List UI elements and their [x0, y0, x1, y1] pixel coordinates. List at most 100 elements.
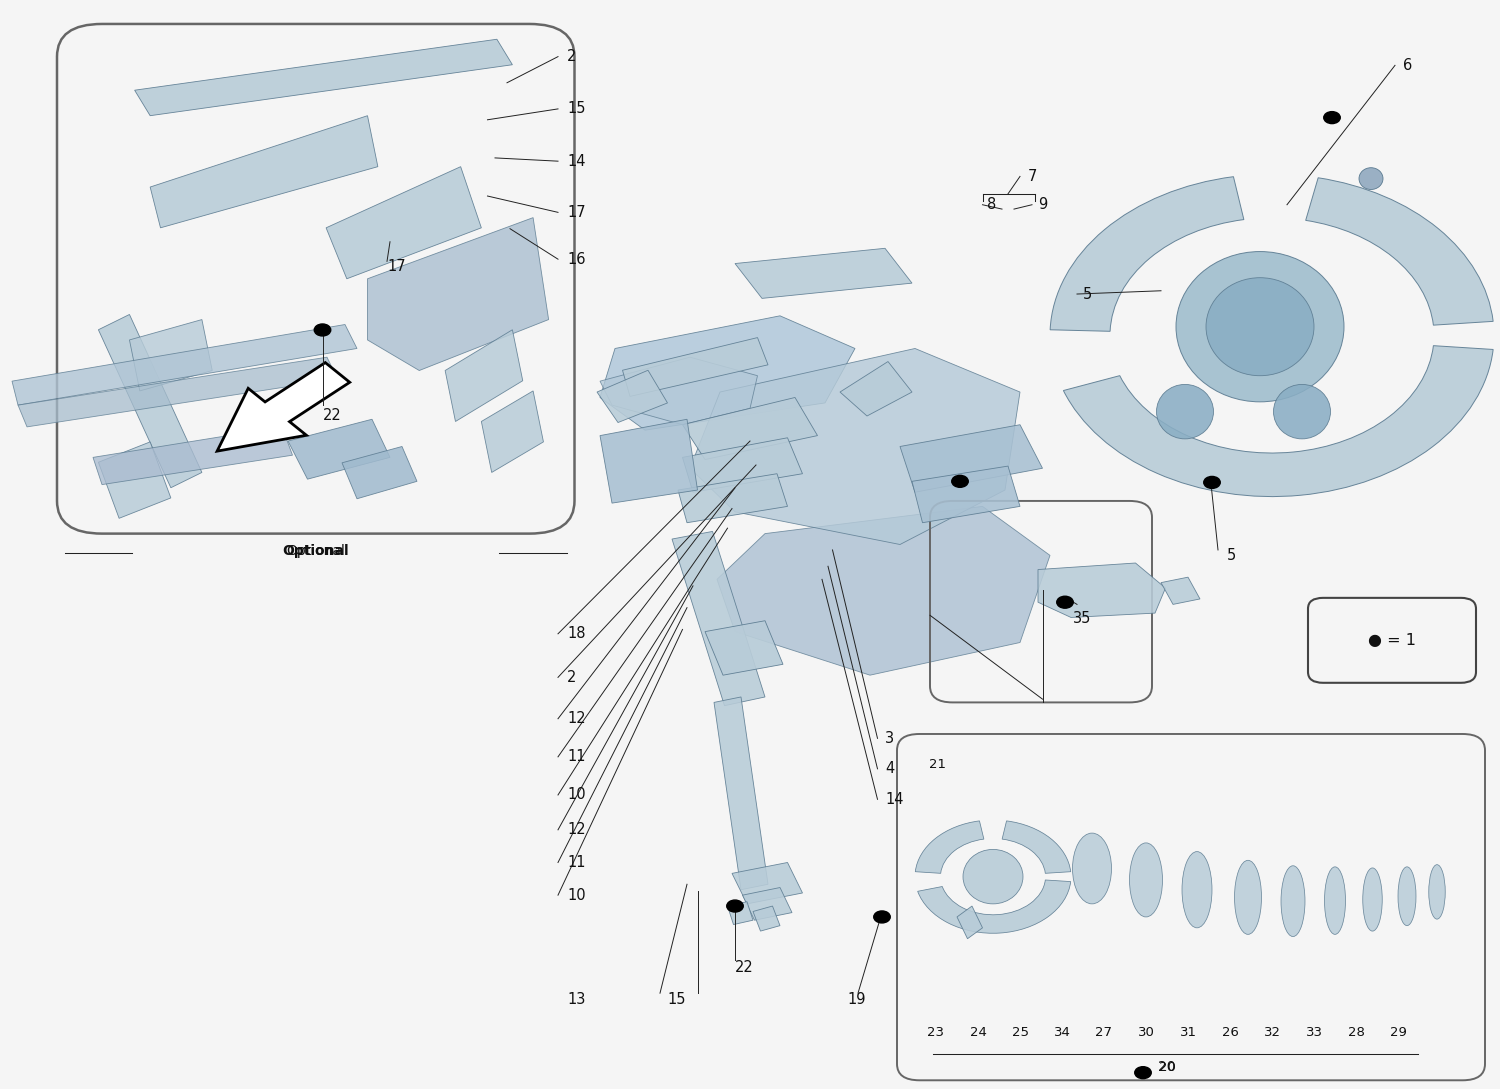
- Polygon shape: [705, 621, 783, 675]
- Text: ● = 1: ● = 1: [1368, 633, 1416, 648]
- Polygon shape: [597, 370, 668, 423]
- Text: 20: 20: [1158, 1061, 1176, 1074]
- Text: 12: 12: [567, 822, 585, 837]
- Polygon shape: [288, 419, 390, 479]
- Wedge shape: [1305, 178, 1492, 326]
- Polygon shape: [742, 888, 792, 920]
- Polygon shape: [600, 357, 758, 425]
- Ellipse shape: [1362, 868, 1383, 931]
- Circle shape: [315, 325, 330, 337]
- Text: 24: 24: [969, 1026, 987, 1039]
- Text: 11: 11: [567, 855, 585, 870]
- Polygon shape: [728, 902, 753, 925]
- Text: 33: 33: [1305, 1026, 1323, 1039]
- Polygon shape: [217, 363, 350, 451]
- Text: 12: 12: [567, 711, 585, 726]
- Polygon shape: [957, 906, 982, 939]
- Text: 27: 27: [1095, 1026, 1113, 1039]
- Polygon shape: [600, 419, 698, 503]
- Circle shape: [1056, 597, 1074, 608]
- Wedge shape: [918, 880, 1071, 933]
- Circle shape: [726, 900, 744, 913]
- Text: 10: 10: [567, 888, 585, 903]
- Polygon shape: [342, 446, 417, 499]
- Text: 22: 22: [735, 959, 753, 975]
- Polygon shape: [600, 316, 855, 430]
- Circle shape: [951, 475, 969, 488]
- Polygon shape: [622, 338, 768, 396]
- Text: 13: 13: [567, 992, 585, 1007]
- Polygon shape: [93, 427, 292, 485]
- Text: 5: 5: [1227, 548, 1236, 563]
- Ellipse shape: [1428, 865, 1446, 919]
- Text: 3: 3: [885, 731, 894, 746]
- Circle shape: [1323, 111, 1341, 124]
- Ellipse shape: [1324, 867, 1346, 934]
- Wedge shape: [1002, 821, 1071, 873]
- Ellipse shape: [1359, 168, 1383, 189]
- Text: Optional: Optional: [286, 544, 345, 559]
- Polygon shape: [446, 330, 522, 421]
- Ellipse shape: [1156, 384, 1214, 439]
- Ellipse shape: [1182, 852, 1212, 928]
- Polygon shape: [678, 474, 788, 523]
- Text: 7: 7: [1028, 169, 1036, 184]
- Ellipse shape: [1281, 866, 1305, 937]
- Text: 26: 26: [1221, 1026, 1239, 1039]
- Text: 19: 19: [847, 992, 865, 1007]
- Text: 8: 8: [987, 197, 996, 212]
- Text: 6: 6: [1402, 58, 1411, 73]
- Text: 30: 30: [1137, 1026, 1155, 1039]
- Text: 17: 17: [387, 259, 405, 274]
- Ellipse shape: [963, 849, 1023, 904]
- Text: 14: 14: [567, 154, 585, 169]
- Text: 29: 29: [1389, 1026, 1407, 1039]
- Wedge shape: [1064, 345, 1492, 497]
- Text: 23: 23: [927, 1026, 945, 1039]
- Text: 2: 2: [567, 49, 576, 64]
- Text: 22: 22: [322, 408, 340, 424]
- Text: Optional: Optional: [282, 544, 350, 559]
- Text: 5: 5: [1083, 286, 1092, 302]
- Text: 18: 18: [567, 626, 585, 641]
- Polygon shape: [912, 466, 1020, 523]
- Text: 16: 16: [567, 252, 585, 267]
- Wedge shape: [1050, 176, 1244, 331]
- Polygon shape: [135, 39, 513, 115]
- Polygon shape: [1038, 563, 1166, 617]
- Polygon shape: [672, 531, 765, 706]
- Polygon shape: [753, 906, 780, 931]
- Circle shape: [1203, 476, 1221, 488]
- Polygon shape: [18, 357, 338, 427]
- Polygon shape: [326, 167, 482, 279]
- Text: 20: 20: [1158, 1061, 1176, 1074]
- Text: 10: 10: [567, 787, 585, 803]
- Text: 15: 15: [668, 992, 686, 1007]
- Ellipse shape: [1176, 252, 1344, 402]
- Polygon shape: [12, 325, 357, 405]
- Wedge shape: [915, 821, 984, 873]
- Text: 14: 14: [885, 792, 903, 807]
- Polygon shape: [735, 248, 912, 298]
- Text: 28: 28: [1347, 1026, 1365, 1039]
- Polygon shape: [368, 218, 549, 370]
- Ellipse shape: [1130, 843, 1162, 917]
- Polygon shape: [482, 391, 543, 473]
- Ellipse shape: [1234, 860, 1262, 934]
- Text: 2: 2: [567, 670, 576, 685]
- Polygon shape: [900, 425, 1042, 492]
- Polygon shape: [129, 319, 213, 391]
- Polygon shape: [714, 697, 768, 890]
- Polygon shape: [682, 397, 818, 460]
- Text: 17: 17: [567, 205, 585, 220]
- Polygon shape: [732, 862, 802, 904]
- Text: 15: 15: [567, 101, 585, 117]
- Ellipse shape: [1072, 833, 1112, 904]
- Text: 31: 31: [1179, 1026, 1197, 1039]
- Polygon shape: [840, 362, 912, 416]
- Ellipse shape: [1206, 278, 1314, 376]
- Ellipse shape: [1274, 384, 1330, 439]
- Ellipse shape: [1398, 867, 1416, 926]
- Text: 9: 9: [1038, 197, 1047, 212]
- Polygon shape: [150, 115, 378, 228]
